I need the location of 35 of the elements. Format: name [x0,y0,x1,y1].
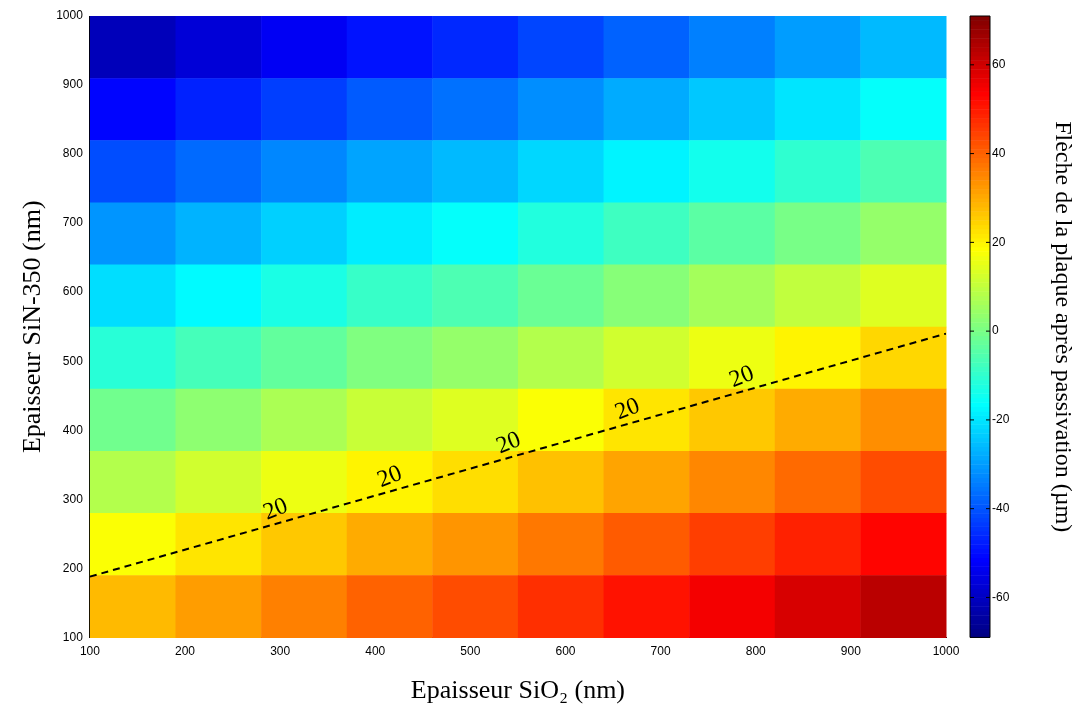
annotation: 20 [373,459,406,493]
x-tick-label: 700 [650,643,671,658]
color-bar-label: 0 [992,323,999,338]
y-tick-label: 200 [62,560,84,575]
y-tick-label: 300 [62,491,84,506]
x-tick-label: 900 [840,643,862,658]
color-bar-label: -40 [992,500,1010,515]
y-tick-label: 100 [62,629,84,644]
y-tick-label: 800 [62,146,84,161]
y-tick-label: 500 [62,353,84,368]
annotation: 20 [259,491,292,525]
color-bar-label: -20 [992,412,1010,427]
color-bar-label: 40 [992,145,1006,160]
x-tick-label: 500 [460,643,481,658]
x-tick-label: 1000 [932,643,960,658]
annotation: 20 [492,425,525,459]
y-tick-label: 1000 [56,8,84,23]
x-tick-label: 800 [745,643,767,658]
y-tick-label: 600 [62,284,84,299]
x-tick-label: 100 [79,643,101,658]
x-tick-label: 200 [175,643,196,658]
color-bar-label: -60 [992,589,1010,604]
color-bar-title: Flèche de la plaque après passivation (µm) [1050,121,1077,533]
annotation: 20 [611,391,643,425]
x-tick-label: 600 [555,643,576,658]
y-axis-title: Epaisseur SiN-350 (nm) [17,200,47,454]
y-tick-label: 400 [62,422,84,437]
y-tick-label: 700 [62,215,84,230]
y-tick-label: 900 [62,77,84,92]
x-axis-title: Epaisseur SiO₂ (nm) [410,675,626,705]
color-bar-label: 60 [992,57,1006,72]
x-tick-label: 400 [365,643,386,658]
color-bar-label: 20 [992,234,1006,249]
x-tick-label: 300 [270,643,291,658]
annotation: 20 [725,358,758,393]
